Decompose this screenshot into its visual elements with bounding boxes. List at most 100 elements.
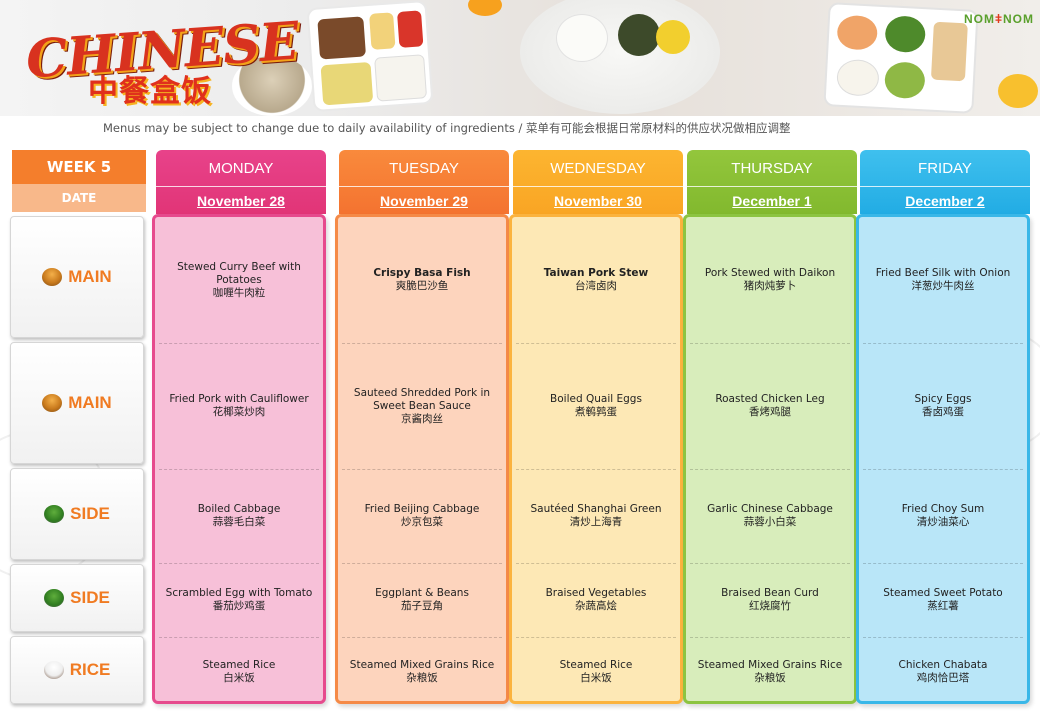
menu-item-chinese: 番茄炒鸡蛋 [212,600,266,612]
menu-item: Taiwan Pork Stew 台湾卤肉 [512,217,680,343]
availability-notice: Menus may be subject to change due to da… [103,121,791,135]
menu-item: Crispy Basa Fish 爽脆巴沙鱼 [338,217,506,343]
day-name: WEDNESDAY [550,159,646,177]
day-name: FRIDAY [918,159,972,177]
menu-item-english: Garlic Chinese Cabbage [707,503,833,515]
menu-item: Scrambled Egg with Tomato 番茄炒鸡蛋 [155,563,323,637]
menu-item-english: Taiwan Pork Stew [543,267,649,279]
menu-item: Fried Beijing Cabbage 炒京包菜 [338,469,506,563]
menu-item: Stewed Curry Beef with Potatoes 咖喱牛肉粒 [155,217,323,343]
menu-item-english: Steamed Mixed Grains Rice [697,659,843,671]
menu-item-chinese: 红烧腐竹 [749,600,791,612]
day-date: November 30 [513,186,683,214]
row-label-main-1: MAIN [10,216,144,338]
row-separator [863,469,1023,470]
rice-bowl-icon [43,661,64,679]
row-label-side-1: SIDE [10,468,144,560]
day-date: December 1 [687,186,857,214]
menu-item-english: Chicken Chabata [898,659,988,671]
day-date: December 2 [860,186,1030,214]
week-label: WEEK 5 [12,150,146,184]
menu-item-english: Roasted Chicken Leg [715,393,825,405]
menu-item: Steamed Rice 白米饭 [155,637,323,707]
menu-item-chinese: 洋葱炒牛肉丝 [911,280,975,292]
day-menu-thursday: Pork Stewed with Daikon 猪肉炖萝卜 Roasted Chic… [683,214,857,704]
menu-item: Eggplant & Beans 茄子豆角 [338,563,506,637]
vegetable-bowl-icon [44,505,65,523]
row-separator [690,469,850,470]
fried-food-bowl-icon [42,268,63,286]
menu-item: Pork Stewed with Daikon 猪肉炖萝卜 [686,217,854,343]
row-separator [516,563,676,564]
day-menu-monday: Stewed Curry Beef with Potatoes 咖喱牛肉粒 Frie… [152,214,326,704]
rice-plate-image [520,0,720,114]
fried-food-bowl-icon [42,394,63,412]
menu-item-chinese: 煮鹌鹑蛋 [575,406,617,418]
menu-item-chinese: 炒京包菜 [401,516,443,528]
nomnom-brand-logo: NOMǂNOM [964,12,1034,26]
menu-item-english: Fried Beef Silk with Onion [875,267,1011,279]
brand-separator-icon: ǂ [994,12,1003,26]
menu-item-english: Steamed Rice [202,659,276,671]
row-separator [159,637,319,638]
menu-item-chinese: 清炒上海青 [569,516,623,528]
row-separator [863,637,1023,638]
row-separator [342,343,502,344]
menu-item: Braised Bean Curd 红烧腐竹 [686,563,854,637]
menu-item: Braised Vegetables 杂蔬高烩 [512,563,680,637]
menu-item: Fried Pork with Cauliflower 花椰菜炒肉 [155,343,323,469]
brand-left: NOM [963,12,995,26]
day-date: November 28 [156,186,326,214]
menu-item-chinese: 茄子豆角 [401,600,443,612]
menu-item: Steamed Rice 白米饭 [512,637,680,707]
row-separator [342,469,502,470]
orange-slice-image [468,0,502,16]
day-menu-friday: Fried Beef Silk with Onion 洋葱炒牛肉丝 Spicy Eg… [856,214,1030,704]
day-menu-wednesday: Taiwan Pork Stew 台湾卤肉 Boiled Quail Eggs 煮鹌鹑… [509,214,683,704]
menu-item-english: Sautéed Shanghai Green [530,503,662,515]
day-name: THURSDAY [731,159,813,177]
menu-item-english: Braised Bean Curd [721,587,819,599]
menu-item-english: Fried Pork with Cauliflower [169,393,309,405]
menu-item: Fried Beef Silk with Onion 洋葱炒牛肉丝 [859,217,1027,343]
soup-bowl-image [232,56,312,116]
row-label-text: SIDE [70,504,110,523]
row-separator [690,637,850,638]
menu-item-english: Eggplant & Beans [375,587,469,599]
row-separator [690,563,850,564]
row-separator [516,637,676,638]
menu-item-chinese: 爽脆巴沙鱼 [395,280,449,292]
row-separator [159,469,319,470]
day-menu-tuesday: Crispy Basa Fish 爽脆巴沙鱼 Sauteed Shredded Po… [335,214,509,704]
menu-item-english: Stewed Curry Beef with Potatoes [177,260,301,286]
menu-item-chinese: 京酱肉丝 [401,412,443,425]
menu-item-chinese: 蒸红薯 [927,600,959,612]
row-separator [159,343,319,344]
menu-item: Garlic Chinese Cabbage 蒜蓉小白菜 [686,469,854,563]
brand-right: NOM [1003,12,1034,26]
menu-item: Sautéed Shanghai Green 清炒上海青 [512,469,680,563]
menu-item-chinese: 杂粮饭 [754,672,786,684]
day-name: MONDAY [208,159,274,177]
menu-item: Chicken Chabata 鸡肉恰巴塔 [859,637,1027,707]
row-separator [516,343,676,344]
menu-item-english: Steamed Rice [559,659,633,671]
row-separator [863,563,1023,564]
menu-item-english: Braised Vegetables [545,587,647,599]
day-name: TUESDAY [389,159,459,177]
menu-item-chinese: 蒜蓉毛白菜 [212,516,266,528]
row-label-text: RICE [69,660,111,679]
row-separator [342,637,502,638]
menu-item-chinese: 杂粮饭 [406,672,438,684]
menu-item-chinese: 香烤鸡腿 [749,406,791,418]
day-header-wednesday: WEDNESDAY November 30 [513,150,683,214]
chinese-logo-cn: 中餐盒饭 [88,74,212,109]
menu-item: Steamed Mixed Grains Rice 杂粮饭 [338,637,506,707]
bento-tray-image-2 [823,2,979,114]
menu-item: Steamed Mixed Grains Rice 杂粮饭 [686,637,854,707]
menu-item-chinese: 鸡肉恰巴塔 [916,672,970,684]
row-label-text: MAIN [68,393,112,412]
menu-item-chinese: 花椰菜炒肉 [212,406,266,418]
row-separator [690,343,850,344]
day-date: November 29 [339,186,509,214]
